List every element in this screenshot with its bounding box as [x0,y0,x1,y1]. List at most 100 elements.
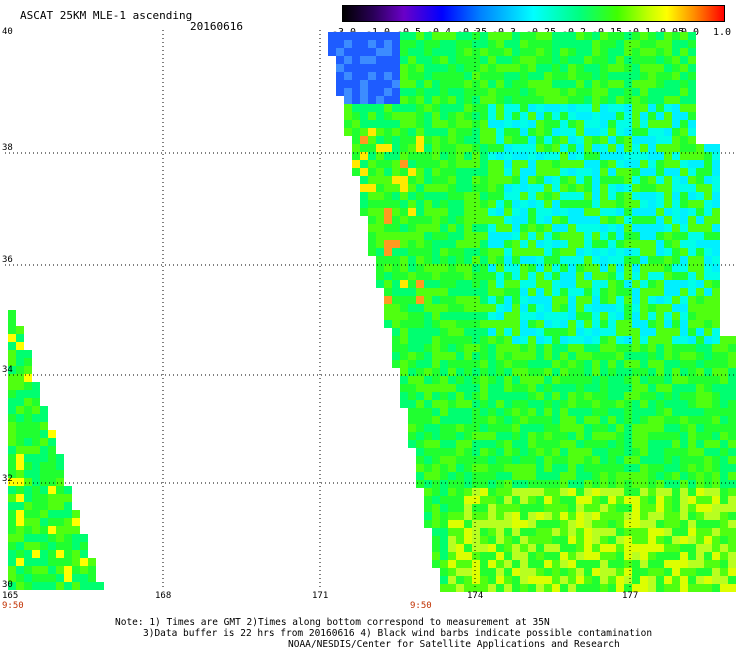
swath-cell [480,360,488,368]
swath-cell [584,232,592,240]
swath-cell [528,72,536,80]
swath-cell [536,456,544,464]
swath-cell [32,510,40,518]
swath-cell [464,392,472,400]
swath-cell [32,566,40,574]
swath-cell [376,264,384,272]
swath-cell [56,574,64,582]
swath-cell [528,56,536,64]
swath-cell [600,464,608,472]
swath-cell [376,176,384,184]
swath-cell [512,176,520,184]
swath-cell [416,240,424,248]
swath-cell [480,560,488,568]
swath-cell [528,64,536,72]
swath-cell [552,96,560,104]
swath-cell [16,374,24,382]
swath-cell [392,136,400,144]
swath-cell [544,360,552,368]
swath-cell [568,464,576,472]
swath-cell [544,560,552,568]
swath-cell [464,576,472,584]
swath-cell [424,80,432,88]
swath-cell [712,512,720,520]
swath-cell [624,456,632,464]
swath-cell [536,296,544,304]
swath-cell [488,480,496,488]
swath-cell [440,152,448,160]
swath-cell [600,352,608,360]
swath-cell [600,168,608,176]
swath-cell [624,488,632,496]
swath-cell [504,336,512,344]
swath-cell [512,256,520,264]
swath-cell [656,368,664,376]
swath-cell [384,160,392,168]
swath-cell [576,368,584,376]
swath-cell [528,448,536,456]
swath-cell [464,32,472,40]
swath-cell [504,40,512,48]
swath-cell [648,128,656,136]
swath-cell [472,96,480,104]
swath-cell [592,424,600,432]
swath-cell [456,112,464,120]
swath-cell [624,224,632,232]
swath-cell [640,432,648,440]
swath-cell [376,88,384,96]
swath-cell [464,224,472,232]
swath-cell [368,192,376,200]
swath-cell [680,520,688,528]
swath-cell [600,424,608,432]
swath-cell [584,352,592,360]
swath-cell [632,448,640,456]
swath-cell [576,384,584,392]
swath-cell [376,240,384,248]
swath-cell [624,280,632,288]
swath-cell [504,192,512,200]
swath-cell [584,200,592,208]
swath-cell [344,32,352,40]
swath-cell [696,432,704,440]
swath-cell [656,520,664,528]
swath-cells [8,32,736,592]
swath-cell [552,544,560,552]
swath-cell [584,496,592,504]
swath-cell [560,440,568,448]
swath-cell [16,382,24,390]
swath-cell [488,160,496,168]
swath-cell [456,32,464,40]
swath-cell [696,520,704,528]
swath-cell [448,112,456,120]
swath-cell [488,184,496,192]
swath-cell [376,200,384,208]
swath-cell [536,160,544,168]
swath-cell [544,144,552,152]
swath-cell [688,472,696,480]
swath-cell [352,112,360,120]
swath-cell [496,208,504,216]
swath-cell [696,536,704,544]
swath-cell [576,64,584,72]
swath-cell [376,80,384,88]
swath-cell [584,144,592,152]
swath-cell [672,536,680,544]
swath-cell [544,176,552,184]
swath-cell [456,336,464,344]
swath-cell [544,256,552,264]
swath-cell [432,368,440,376]
swath-cell [448,472,456,480]
swath-cell [440,464,448,472]
swath-cell [664,440,672,448]
swath-cell [56,534,64,542]
swath-cell [24,574,32,582]
swath-cell [656,112,664,120]
swath-cell [624,376,632,384]
swath-cell [672,528,680,536]
swath-cell [512,432,520,440]
swath-cell [456,408,464,416]
swath-cell [616,280,624,288]
swath-cell [632,32,640,40]
swath-cell [344,112,352,120]
swath-cell [480,264,488,272]
